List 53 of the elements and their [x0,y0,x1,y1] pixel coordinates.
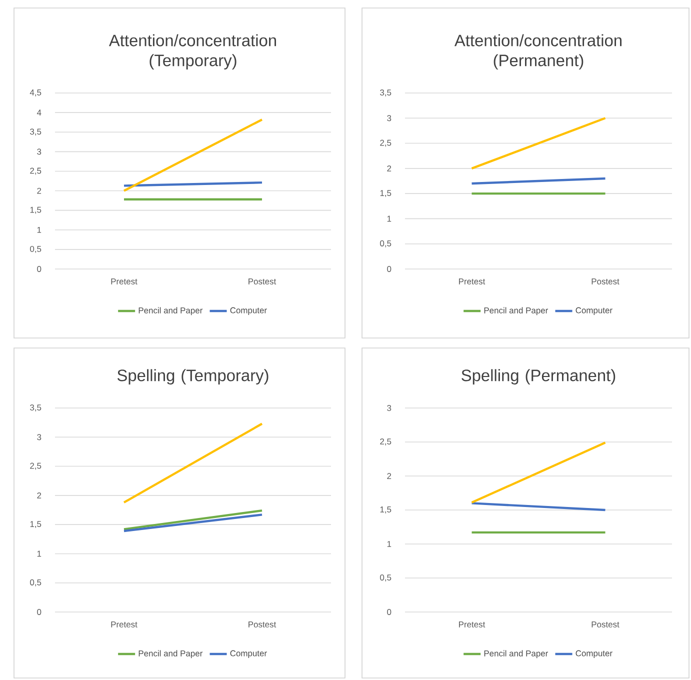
legend-label: Computer [576,650,612,658]
y-tick-label: 3,5 [30,128,42,136]
y-tick-label: 3 [37,434,42,440]
y-tick-label: 3 [37,148,42,155]
legend-label: Pencil and Paper [138,650,202,658]
x-tick-label: Postest [248,278,276,284]
x-tick-label: Pretest [111,622,138,628]
y-tick-label: 1,5 [30,521,42,528]
legend-label: Computer [230,307,267,315]
y-tick-label: 2 [37,188,42,194]
x-tick-label: Pretest [459,622,486,628]
y-tick-label: 0,5 [30,579,42,586]
y-tick-label: 0 [387,609,392,615]
legend-label: Computer [576,307,612,315]
y-tick-label: 2 [387,165,392,172]
legend-label: Pencil and Paper [138,307,202,316]
y-tick-label: 0,5 [380,240,392,248]
y-tick-label: 2 [387,473,392,479]
y-tick-label: 3,5 [30,404,42,412]
chart-title: Spelling (Temporary) [117,369,268,384]
legend-label: Pencil and Paper [484,650,548,658]
y-tick-label: 0 [387,266,392,272]
y-tick-label: 1,5 [380,190,392,198]
y-tick-label: 4 [36,110,42,116]
legend-label: Computer [230,650,267,658]
y-tick-label: 1,5 [380,506,392,514]
y-tick-label: 0,5 [30,246,42,253]
y-tick-label: 2,5 [30,462,42,470]
y-tick-label: 2,5 [30,168,42,175]
y-tick-label: 2 [37,492,42,498]
y-tick-label: 2,5 [380,438,392,446]
chart-title: Attention/concentration (Permanent) [454,34,622,70]
y-tick-label: 0 [37,266,42,272]
y-tick-label: 3 [387,405,392,411]
y-tick-label: 4,5 [30,90,42,96]
y-tick-label: 1 [37,226,42,233]
y-tick-label: 2,5 [380,140,392,147]
legend-label: Pencil and Paper [484,307,548,316]
y-tick-label: 1 [387,216,392,222]
x-tick-label: Pretest [111,278,138,284]
y-tick-label: 1 [387,541,392,547]
y-tick-label: 3,5 [380,90,392,96]
y-tick-label: 1,5 [30,206,42,214]
chart-title: Spelling (Permanent) [462,369,616,384]
y-tick-label: 1 [37,550,42,557]
x-tick-label: Postest [592,622,620,628]
y-tick-label: 0 [37,609,42,615]
x-tick-label: Postest [248,622,276,628]
chart-title: Attention/concentration (Temporary) [108,34,276,70]
y-tick-label: 3 [387,115,392,122]
x-tick-label: Postest [592,278,620,284]
x-tick-label: Pretest [459,278,486,284]
y-tick-label: 0,5 [380,574,392,582]
